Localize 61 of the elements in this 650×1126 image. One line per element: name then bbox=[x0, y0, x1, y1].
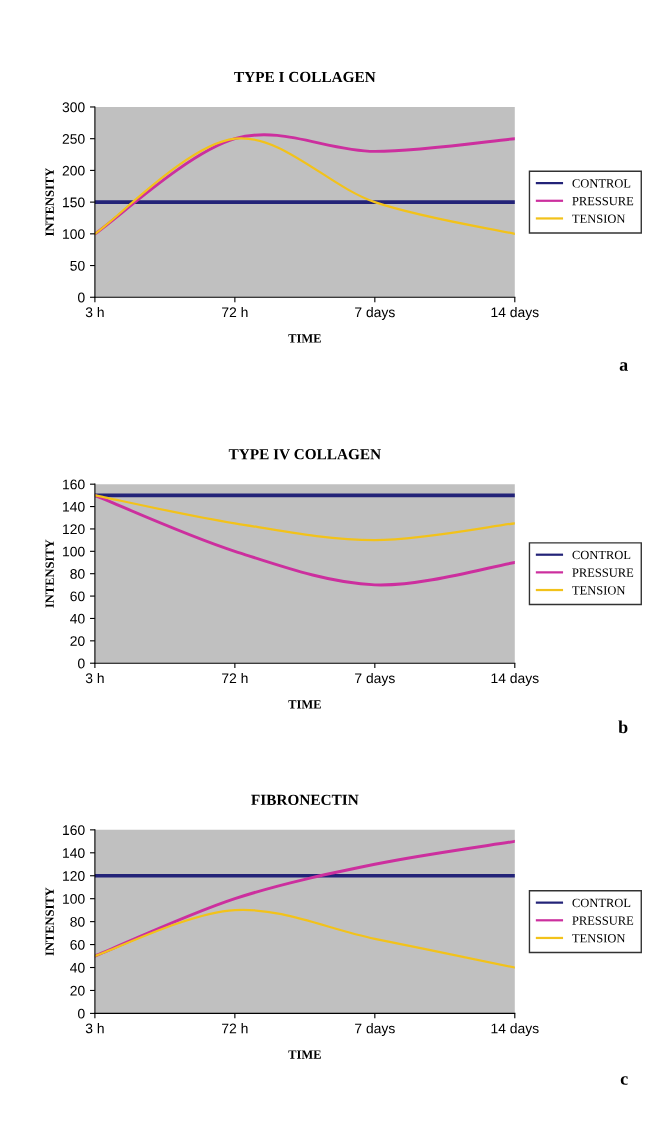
chart-title: TYPE I COLLAGEN bbox=[234, 71, 376, 83]
legend-label: PRESSURE bbox=[572, 568, 634, 577]
x-tick-label: 3 h bbox=[85, 306, 104, 318]
y-tick-label: 50 bbox=[70, 260, 85, 271]
legend-label: TENSION bbox=[572, 214, 626, 223]
y-tick-label: 20 bbox=[70, 636, 85, 646]
y-tick-label: 300 bbox=[62, 102, 85, 113]
y-tick-label: 40 bbox=[70, 613, 85, 624]
x-tick-label: 14 days bbox=[491, 672, 539, 686]
y-axis-title: INTENSITY bbox=[45, 887, 54, 956]
y-tick-label: 80 bbox=[70, 916, 85, 927]
y-tick-label: 60 bbox=[70, 939, 85, 950]
x-tick-label: 7 days bbox=[355, 672, 395, 686]
y-tick-label: 0 bbox=[78, 292, 85, 303]
text: c bbox=[620, 1076, 628, 1085]
x-tick-label: 72 h bbox=[222, 672, 248, 683]
text: a bbox=[619, 362, 628, 371]
x-tick-label: 14 days bbox=[491, 1023, 539, 1037]
y-tick-label: 250 bbox=[62, 134, 85, 144]
line-series bbox=[94, 493, 515, 587]
y-tick-label: 100 bbox=[63, 546, 85, 557]
y-tick-label: 0 bbox=[78, 658, 85, 669]
y-tick-label: 40 bbox=[70, 962, 85, 973]
text: b bbox=[618, 720, 628, 734]
chart-title: TYPE IV COLLAGEN bbox=[228, 449, 381, 460]
y-tick-label: 120 bbox=[63, 871, 85, 881]
legend-label: CONTROL bbox=[572, 898, 631, 908]
x-axis-title: TIME bbox=[288, 334, 321, 343]
y-tick-label: 140 bbox=[63, 848, 85, 858]
y-tick-label: 140 bbox=[63, 501, 85, 512]
chart-title: FIBRONECTIN bbox=[251, 794, 359, 806]
x-axis-title: TIME bbox=[288, 700, 321, 709]
y-tick-label: 0 bbox=[78, 1008, 85, 1019]
y-tick-label: 160 bbox=[63, 825, 85, 836]
legend-label: TENSION bbox=[572, 586, 626, 595]
y-tick-label: 100 bbox=[63, 229, 85, 239]
x-tick-label: 7 days bbox=[355, 1023, 395, 1037]
legend-label: CONTROL bbox=[572, 179, 631, 188]
y-tick-label: 60 bbox=[70, 591, 85, 602]
x-axis-title: TIME bbox=[288, 1050, 321, 1059]
x-tick-label: 7 days bbox=[355, 306, 395, 320]
y-axis-title: INTENSITY bbox=[45, 539, 54, 608]
line-series bbox=[94, 839, 515, 958]
y-tick-label: 100 bbox=[63, 894, 85, 904]
y-tick-label: 20 bbox=[70, 985, 85, 996]
x-tick-label: 3 h bbox=[85, 672, 104, 684]
x-tick-label: 14 days bbox=[491, 306, 539, 320]
legend-label: PRESSURE bbox=[572, 916, 634, 925]
y-tick-label: 80 bbox=[70, 569, 85, 579]
y-tick-label: 200 bbox=[62, 165, 85, 176]
legend-label: CONTROL bbox=[572, 550, 631, 560]
y-tick-label: 160 bbox=[63, 479, 85, 490]
x-tick-label: 3 h bbox=[85, 1023, 104, 1034]
line-series bbox=[94, 908, 515, 969]
legend-label: PRESSURE bbox=[572, 196, 634, 206]
x-tick-label: 72 h bbox=[222, 306, 248, 318]
y-tick-label: 150 bbox=[63, 197, 85, 208]
x-tick-label: 72 h bbox=[222, 1023, 248, 1034]
y-axis-title: INTENSITY bbox=[45, 167, 54, 237]
y-tick-label: 120 bbox=[63, 524, 85, 535]
legend-label: TENSION bbox=[572, 934, 626, 943]
